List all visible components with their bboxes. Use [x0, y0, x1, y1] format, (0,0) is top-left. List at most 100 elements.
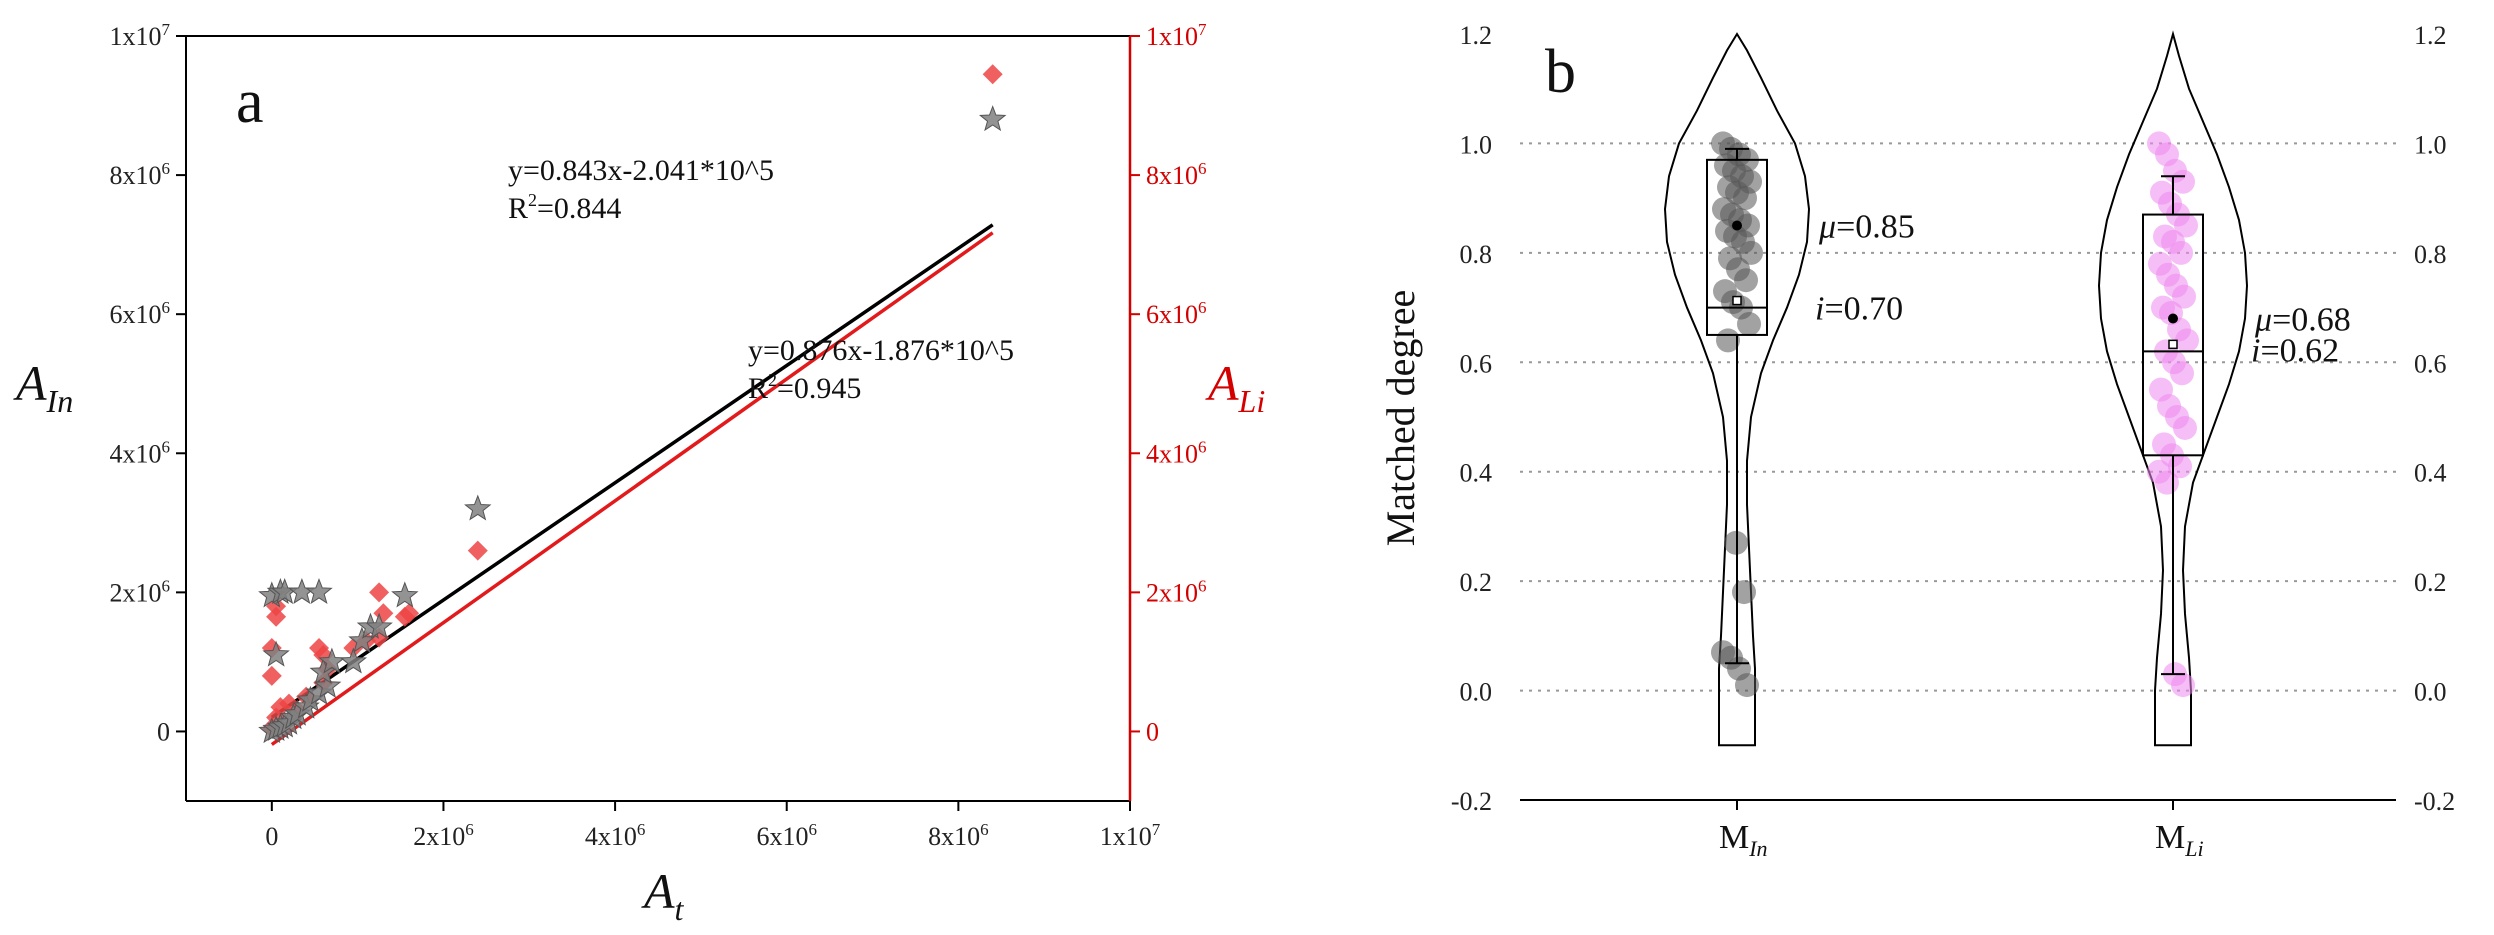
li-diamond-point: [369, 582, 390, 603]
x-tick-label-exponent: 6: [465, 820, 474, 839]
y-tick-label-right: 0.8: [2414, 240, 2447, 269]
mean-label-in: μ=0.85: [1818, 209, 1915, 246]
violin-li: [2097, 30, 2249, 747]
x-tick-label: 6x106: [756, 820, 817, 851]
median-label-li: i=0.62: [2251, 332, 2339, 369]
y-tick-label-left: 0.0: [1460, 678, 1493, 707]
x-tick-label: 1x107: [1100, 820, 1161, 851]
panel-a-fit-lines: [270, 223, 994, 746]
x-tick-label: 4x106: [585, 820, 646, 851]
y-tick-label-left: 0.4: [1460, 459, 1493, 488]
y-tick-label-left: 6x106: [110, 298, 171, 329]
x-tick-label-mantissa: 4x10: [585, 822, 637, 851]
y-tick-label-right: 4x106: [1146, 437, 1207, 468]
y-tick-label-right: 2x106: [1146, 576, 1207, 607]
category-main: M: [2155, 819, 2185, 856]
li-diamond-point: [266, 606, 287, 627]
data-point-in: [1737, 311, 1761, 336]
y-tick-label-right-mantissa: 4x10: [1146, 439, 1198, 468]
median-marker-in: [1732, 295, 1742, 306]
y-tick-label-left-mantissa: 8x10: [110, 161, 162, 190]
x-tick-label: 8x106: [928, 820, 989, 851]
li-diamond-point: [399, 603, 420, 624]
x-tick-label-exponent: 6: [808, 820, 817, 839]
data-point-li: [2170, 361, 2194, 386]
fit-line-a-li: [270, 231, 994, 746]
y-tick-label-left-exponent: 7: [162, 20, 171, 39]
x-tick-label-mantissa: 8x10: [928, 822, 980, 851]
in-star-point: [313, 671, 342, 698]
fit-r2-li: R2=0.945: [748, 370, 861, 405]
data-point-li: [2171, 169, 2195, 194]
panel-b: -0.2 -0.2 0.0 0.0 0.2 0.2 0.4 0.4 0.6 0.6 0.8 0.8 1.…: [1378, 21, 2455, 861]
y-tick-label-left: 0.2: [1460, 568, 1493, 597]
x-tick-label-exponent: 6: [980, 820, 989, 839]
mean-dot-li: [2168, 313, 2178, 324]
mean-symbol: μ: [2254, 302, 2272, 339]
y-tick-label-left-exponent: 6: [162, 576, 171, 595]
data-point-li: [2171, 673, 2195, 698]
y-tick-label-right-exponent: 6: [1198, 159, 1207, 178]
y-tick-label-left: 0.8: [1460, 240, 1493, 269]
y-tick-label-right: 0.4: [2414, 459, 2447, 488]
data-point-in: [1732, 580, 1756, 605]
category-main: M: [1719, 819, 1749, 856]
y-tick-label-right: -0.2: [2414, 787, 2455, 816]
x-tick-label-mantissa: 1x10: [1100, 822, 1152, 851]
in-star-point: [391, 581, 419, 608]
data-point-li: [2169, 240, 2193, 265]
category-sub: In: [1748, 836, 1767, 861]
x-tick-label: 0: [265, 822, 278, 851]
median-symbol: i: [1815, 291, 1824, 328]
y-tick-label-right-exponent: 6: [1198, 298, 1207, 317]
y-tick-label-left-mantissa: 4x10: [110, 439, 162, 468]
in-star-point: [262, 640, 290, 667]
y-tick-label-right: 1.0: [2414, 130, 2447, 159]
data-point-in: [1739, 240, 1763, 265]
fit-r2-in: R2=0.844: [508, 190, 621, 225]
y-tick-label-left-exponent: 6: [162, 437, 171, 456]
panel-b-label: b: [1545, 38, 1576, 106]
y-tick-label-left: -0.2: [1451, 787, 1492, 816]
panel-a-ylabel-left: AIn: [13, 355, 73, 419]
y-tick-label-right: 0.0: [2414, 678, 2447, 707]
y-tick-label-left-exponent: 6: [162, 298, 171, 317]
y-tick-label-right-mantissa: 8x10: [1146, 161, 1198, 190]
y-tick-label-right-exponent: 6: [1198, 437, 1207, 456]
y-tick-label-right-exponent: 6: [1198, 576, 1207, 595]
y-tick-label-right-exponent: 7: [1198, 20, 1207, 39]
data-point-li: [2173, 415, 2197, 440]
y-tick-label-right-mantissa: 1x10: [1146, 22, 1198, 51]
li-diamond-point: [982, 64, 1003, 85]
fit-line-a-in: [270, 223, 994, 719]
y-tick-label-left: 1x107: [110, 20, 171, 51]
y-tick-label-right: 8x106: [1146, 159, 1207, 190]
panel-a-xlabel: At: [641, 863, 685, 927]
y-tick-label-right-mantissa: 0: [1146, 717, 1159, 746]
y-tick-label-right: 1x107: [1146, 20, 1207, 51]
x-tick-label: 2x106: [413, 820, 474, 851]
in-star-point: [305, 577, 333, 605]
mean-value: =0.85: [1836, 209, 1915, 246]
x-tick-label-mantissa: 6x10: [756, 822, 808, 851]
violin-in: [1663, 32, 1811, 747]
panel-a-points: [258, 64, 1007, 744]
y-tick-label-left: 1.2: [1460, 21, 1493, 50]
x-tick-label-mantissa: 0: [265, 822, 278, 851]
y-tick-label-left: 8x106: [110, 159, 171, 190]
y-tick-label-left-mantissa: 6x10: [110, 300, 162, 329]
data-point-li: [2175, 328, 2199, 353]
mean-dot-in: [1732, 220, 1742, 231]
category-sub: Li: [2184, 836, 2203, 861]
y-tick-label-left-mantissa: 1x10: [110, 22, 162, 51]
fit-equation-li: y=0.876x-1.876*10^5: [748, 334, 1014, 367]
x-tick-label-exponent: 6: [637, 820, 646, 839]
y-tick-label-left-exponent: 6: [162, 159, 171, 178]
y-tick-label-left-mantissa: 0: [157, 717, 170, 746]
y-tick-label-right: 1.2: [2414, 21, 2447, 50]
category-label-in: MIn: [1719, 819, 1768, 861]
y-tick-label-left: 0: [157, 717, 170, 746]
mean-value: =0.68: [2272, 302, 2351, 339]
